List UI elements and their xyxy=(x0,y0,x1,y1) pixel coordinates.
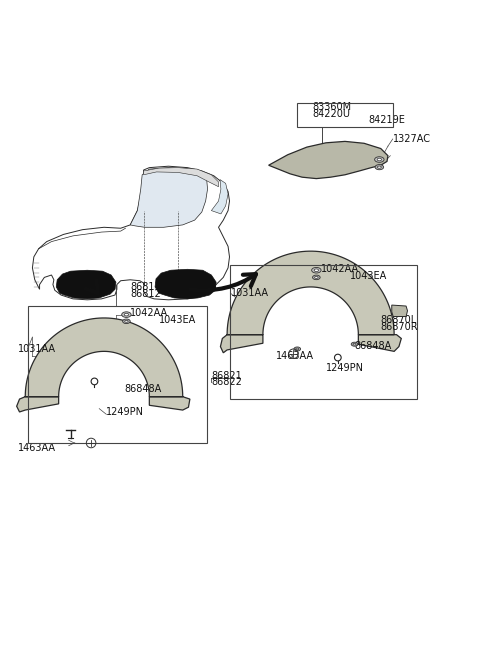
Polygon shape xyxy=(144,168,218,187)
Ellipse shape xyxy=(314,276,318,278)
Polygon shape xyxy=(130,168,207,227)
Ellipse shape xyxy=(351,342,358,346)
Text: 1463AA: 1463AA xyxy=(276,351,314,361)
Text: 1043EA: 1043EA xyxy=(159,315,196,326)
Polygon shape xyxy=(155,269,216,299)
Polygon shape xyxy=(211,179,228,214)
Text: 1249PN: 1249PN xyxy=(107,407,144,417)
Ellipse shape xyxy=(375,164,384,170)
Text: 1327AC: 1327AC xyxy=(393,134,431,144)
Polygon shape xyxy=(17,318,190,412)
Text: 86870R: 86870R xyxy=(381,322,419,331)
Text: 86811: 86811 xyxy=(130,282,161,292)
FancyArrowPatch shape xyxy=(85,280,98,293)
Text: 86821: 86821 xyxy=(211,371,242,381)
Ellipse shape xyxy=(353,343,356,345)
Text: 1249PN: 1249PN xyxy=(326,363,364,373)
Text: 84220U: 84220U xyxy=(312,109,350,119)
Text: 1042AA: 1042AA xyxy=(321,264,359,274)
Ellipse shape xyxy=(122,319,130,324)
Polygon shape xyxy=(56,271,116,299)
Ellipse shape xyxy=(377,166,381,168)
Text: 1463AA: 1463AA xyxy=(18,443,56,453)
Ellipse shape xyxy=(314,269,319,272)
Text: 1043EA: 1043EA xyxy=(350,271,387,281)
Bar xyxy=(297,103,393,127)
Ellipse shape xyxy=(377,159,382,161)
Text: 1031AA: 1031AA xyxy=(18,344,56,354)
Ellipse shape xyxy=(312,275,320,280)
FancyArrowPatch shape xyxy=(190,274,256,290)
Bar xyxy=(28,306,206,443)
Polygon shape xyxy=(392,305,408,316)
Ellipse shape xyxy=(296,348,299,350)
Polygon shape xyxy=(269,141,388,179)
Text: 1031AA: 1031AA xyxy=(230,288,268,298)
Text: 86848A: 86848A xyxy=(355,341,392,350)
Ellipse shape xyxy=(125,320,128,322)
Ellipse shape xyxy=(294,347,300,351)
Ellipse shape xyxy=(374,157,384,162)
Polygon shape xyxy=(33,166,229,300)
Text: 86848A: 86848A xyxy=(124,384,162,394)
Bar xyxy=(230,265,417,399)
Text: 86812: 86812 xyxy=(130,289,161,299)
Ellipse shape xyxy=(312,267,321,273)
Polygon shape xyxy=(220,251,401,353)
Ellipse shape xyxy=(124,313,129,316)
Text: 1042AA: 1042AA xyxy=(130,309,168,318)
Text: 84219E: 84219E xyxy=(369,115,406,125)
Text: 83360M: 83360M xyxy=(312,102,351,112)
Ellipse shape xyxy=(122,312,131,318)
Text: 86870L: 86870L xyxy=(381,315,417,325)
Text: 86822: 86822 xyxy=(211,377,242,387)
